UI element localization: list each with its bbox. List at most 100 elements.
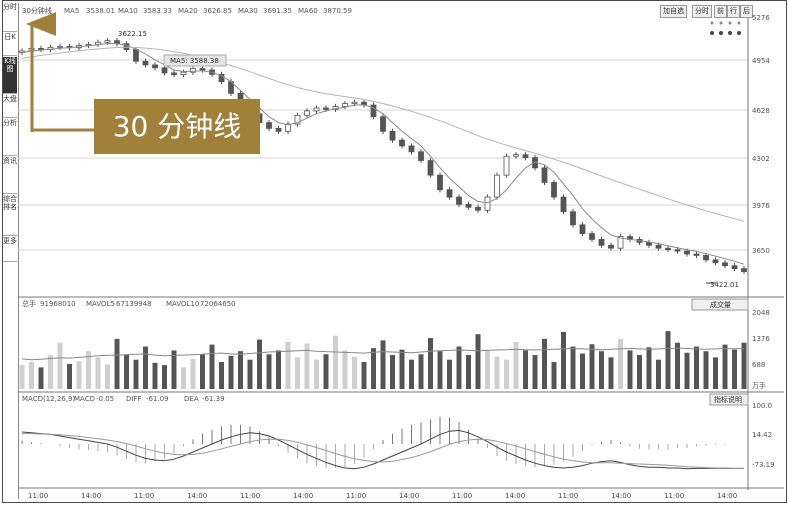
sidebar-tab-ranking[interactable]: 综合排名 <box>3 195 17 236</box>
volume-bar <box>485 350 490 389</box>
volume-bar <box>190 358 196 389</box>
toolbar-dots <box>710 21 741 35</box>
next-button[interactable]: 后 <box>740 5 753 18</box>
candle-body <box>522 154 529 159</box>
volume-bar <box>143 346 148 389</box>
volume-bar <box>209 344 215 389</box>
diff-line <box>21 429 744 470</box>
candle-body <box>513 154 519 157</box>
candle-body <box>38 47 44 50</box>
macd-help-button[interactable]: 指标说明 <box>714 395 742 404</box>
volume-button-box[interactable] <box>691 298 749 311</box>
volume-bar <box>703 351 709 389</box>
mavol10-label: MAVOL10 <box>166 300 199 308</box>
x-tick-label: 11:00 <box>346 492 366 500</box>
volume-bar <box>466 355 471 389</box>
candle-body <box>598 239 605 246</box>
volume-bar <box>124 354 129 389</box>
volume-bar <box>200 354 205 389</box>
ma30-label: MA30 <box>238 7 258 15</box>
x-tick-label: 14:00 <box>611 492 631 500</box>
volume-button[interactable]: 成交量 <box>710 300 731 309</box>
volume-bar <box>219 361 224 389</box>
volume-bar <box>19 365 25 389</box>
ma5-line <box>21 42 745 265</box>
ma-header: 30分钟线 MA5 3538.01 MA10 3583.33 MA20 3626… <box>22 6 352 15</box>
volume-bar <box>314 359 319 389</box>
ytick: 1376 <box>752 335 770 343</box>
volume-bar <box>608 357 614 389</box>
volume-ma-line <box>21 347 745 361</box>
ytick: 100.0 <box>752 402 772 410</box>
candle-body <box>437 174 443 191</box>
dot-icon <box>719 21 723 25</box>
macd-value: -0.05 <box>96 395 114 403</box>
candle-body <box>57 45 63 48</box>
candle-body <box>380 116 386 132</box>
candle-body <box>323 107 329 110</box>
candle-body <box>684 250 690 255</box>
intraday-button[interactable]: 分时 <box>692 5 712 18</box>
candle-body <box>693 253 700 256</box>
volume-bar <box>428 338 433 389</box>
price-grid <box>18 59 748 251</box>
candle-body <box>142 60 149 66</box>
sidebar-tab-kline[interactable]: K线图 <box>3 57 17 94</box>
candle-body <box>171 72 177 76</box>
candle-body <box>294 114 301 125</box>
volume-bar <box>694 346 699 389</box>
macd-button-box[interactable] <box>709 393 749 406</box>
candle-body <box>617 236 624 249</box>
candle-body <box>475 206 481 211</box>
volume-bar <box>76 361 82 389</box>
volume-bar <box>380 340 386 389</box>
high-label: 3622.15 <box>118 30 147 38</box>
row-button[interactable]: 行 <box>727 5 740 18</box>
volume-bar <box>238 351 243 389</box>
volume-bar <box>561 331 566 389</box>
macd-label: MACD <box>74 395 95 403</box>
volume-bar <box>67 363 72 389</box>
ma5-value: 3538.01 <box>86 7 115 15</box>
candle-body <box>218 73 225 83</box>
volume-bar <box>95 357 101 389</box>
candle-body <box>446 189 453 198</box>
ytick: 5276 <box>752 14 770 22</box>
sidebar-tab-daily[interactable]: 日K <box>3 33 17 56</box>
candle-body <box>503 155 510 176</box>
dea-value: -61.39 <box>202 395 225 403</box>
volume-bar <box>285 341 291 389</box>
sidebar-tab-news[interactable]: 资讯 <box>3 157 17 194</box>
prev-button[interactable]: 前 <box>714 5 727 18</box>
sidebar-tab-market[interactable]: 大盘 <box>3 95 17 118</box>
volume-bar <box>162 365 167 389</box>
mavol5-value: 67139948 <box>116 300 152 308</box>
volume-bar <box>114 338 120 389</box>
volume-bar <box>570 346 576 389</box>
volume-bar <box>399 349 405 389</box>
sidebar-tab-more[interactable]: 更多 <box>3 237 17 262</box>
candle-body <box>152 64 158 69</box>
volume-bar <box>732 349 737 389</box>
add-watchlist-button[interactable]: 加自选 <box>660 5 687 18</box>
sidebar-tab-intraday[interactable]: 分时 <box>3 3 17 32</box>
ytick: -73.19 <box>752 461 775 469</box>
candle-body <box>551 182 557 198</box>
volume-bar <box>504 359 509 389</box>
volume-bar <box>475 334 481 389</box>
x-tick-label: 11:00 <box>134 492 154 500</box>
volume-bar <box>513 341 519 389</box>
ma60-label: MA60 <box>298 7 318 15</box>
volume-bar <box>304 343 310 389</box>
candle-body <box>608 244 614 249</box>
period-callout: 30 分钟线 <box>94 99 260 154</box>
volume-bar <box>523 350 528 389</box>
candle-body <box>712 259 719 264</box>
x-tick-label: 14:00 <box>717 492 737 500</box>
volume-bar <box>228 355 234 389</box>
volume-total-label: 总手 <box>22 299 36 308</box>
low-label: 3422.01 <box>710 281 739 289</box>
x-axis-labels: 11:00 14:00 11:00 14:00 11:00 14:00 11:00 14:00… <box>28 492 737 500</box>
sidebar-tab-analysis[interactable]: 分析 <box>3 119 17 156</box>
